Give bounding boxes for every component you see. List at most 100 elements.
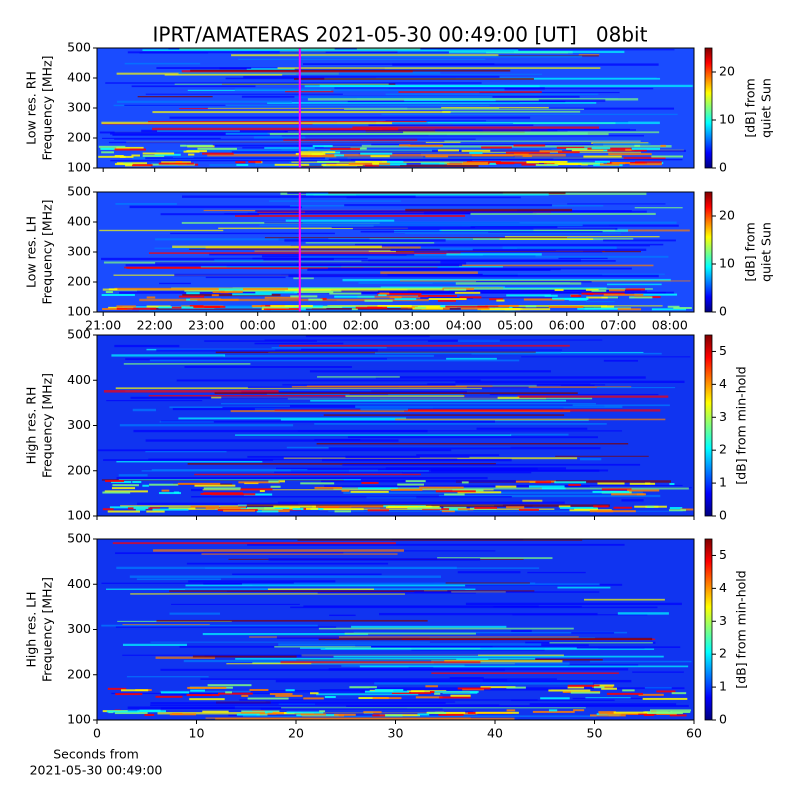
x-tick-label: 22:00: [137, 318, 173, 333]
heatmap-texture: [444, 140, 641, 142]
y-tick-label: 500: [67, 327, 91, 342]
heatmap-texture: [101, 624, 318, 627]
heatmap-texture: [187, 686, 227, 689]
heatmap-texture: [346, 704, 689, 707]
heatmap-texture: [669, 509, 687, 512]
heatmap-texture: [344, 108, 585, 110]
colorbar-tick-label: 2: [719, 442, 727, 457]
heatmap-texture: [477, 305, 510, 308]
heatmap-texture: [116, 100, 292, 103]
heatmap-texture: [297, 539, 583, 541]
heatmap-texture: [642, 697, 688, 700]
heatmap-texture: [247, 212, 493, 214]
heatmap-texture: [312, 122, 514, 125]
heatmap-texture: [241, 390, 467, 394]
heatmap-texture: [669, 483, 675, 486]
heatmap-texture: [102, 508, 114, 511]
heatmap-texture: [111, 487, 136, 490]
heatmap-texture: [278, 480, 285, 483]
heatmap-texture: [172, 245, 382, 248]
heatmap-texture: [581, 163, 588, 166]
heatmap-texture: [172, 408, 255, 411]
heatmap-texture: [414, 251, 603, 253]
heatmap-texture: [400, 306, 418, 309]
heatmap-texture: [608, 153, 652, 156]
heatmap-texture: [112, 484, 139, 487]
heatmap-texture: [482, 273, 665, 275]
heatmap-texture: [293, 582, 536, 584]
heatmap-texture: [294, 291, 334, 294]
heatmap-texture: [402, 471, 532, 474]
heatmap-texture: [489, 393, 659, 396]
heatmap-texture: [377, 290, 647, 292]
heatmap-texture: [680, 508, 694, 511]
heatmap-texture: [380, 271, 478, 274]
heatmap-texture: [321, 163, 363, 166]
heatmap-texture: [355, 306, 388, 309]
heatmap-texture: [535, 481, 551, 484]
heatmap-texture: [523, 298, 565, 301]
colorbar-tick-label: 10: [719, 256, 735, 271]
heatmap-texture: [171, 307, 312, 310]
heatmap-texture: [625, 288, 645, 291]
heatmap-texture: [447, 163, 489, 166]
heatmap-texture: [593, 142, 651, 146]
heatmap-texture: [320, 297, 327, 300]
heatmap-texture: [285, 689, 295, 692]
heatmap-texture: [301, 55, 583, 58]
heatmap-texture: [215, 351, 536, 354]
heatmap-texture: [103, 390, 279, 393]
y-tick-label: 300: [67, 244, 91, 259]
heatmap-texture: [238, 481, 280, 484]
y-axis-label: High res. RH: [24, 387, 39, 465]
heatmap-texture: [425, 155, 449, 158]
heatmap-texture: [174, 273, 518, 277]
heatmap-texture: [603, 239, 676, 242]
heatmap-texture: [116, 307, 157, 310]
heatmap-texture: [137, 96, 213, 98]
heatmap-texture: [308, 298, 323, 301]
heatmap-texture: [115, 693, 143, 696]
colorbar-tick-label: 0: [719, 160, 727, 175]
heatmap-texture: [427, 383, 591, 385]
heatmap-texture: [351, 308, 358, 311]
heatmap-texture: [108, 288, 118, 291]
heatmap-texture: [341, 489, 350, 492]
heatmap-texture: [350, 490, 389, 493]
heatmap-texture: [594, 160, 610, 163]
heatmap-texture: [471, 352, 662, 355]
heatmap-texture: [529, 485, 565, 488]
heatmap-texture: [160, 213, 259, 216]
heatmap-texture: [611, 493, 646, 496]
heatmap-texture: [378, 294, 387, 297]
heatmap-texture: [669, 714, 687, 717]
heatmap-texture: [593, 505, 609, 508]
heatmap-texture: [106, 400, 203, 402]
heatmap-texture: [627, 489, 660, 492]
heatmap-texture: [318, 627, 574, 630]
heatmap-texture: [160, 693, 212, 696]
heatmap-texture: [593, 686, 605, 689]
colorbar: [704, 191, 713, 313]
heatmap-texture: [416, 454, 500, 457]
heatmap-texture: [585, 301, 615, 303]
heatmap-texture: [414, 591, 600, 593]
heatmap-texture: [464, 664, 639, 667]
heatmap-texture: [190, 298, 221, 301]
heatmap-texture: [306, 193, 549, 196]
heatmap-texture: [204, 340, 317, 342]
heatmap-texture: [607, 712, 639, 715]
heatmap-texture: [148, 120, 427, 123]
heatmap-texture: [119, 424, 294, 427]
heatmap-texture: [397, 483, 424, 486]
heatmap-texture: [388, 87, 654, 90]
heatmap-texture: [146, 296, 156, 299]
heatmap-texture: [549, 642, 653, 644]
heatmap-texture: [98, 155, 126, 158]
heatmap-texture: [295, 152, 326, 155]
heatmap-texture: [202, 632, 369, 636]
heatmap-texture: [465, 602, 682, 606]
heatmap-texture: [584, 598, 665, 601]
heatmap-texture: [129, 575, 441, 578]
heatmap-texture: [156, 150, 468, 152]
